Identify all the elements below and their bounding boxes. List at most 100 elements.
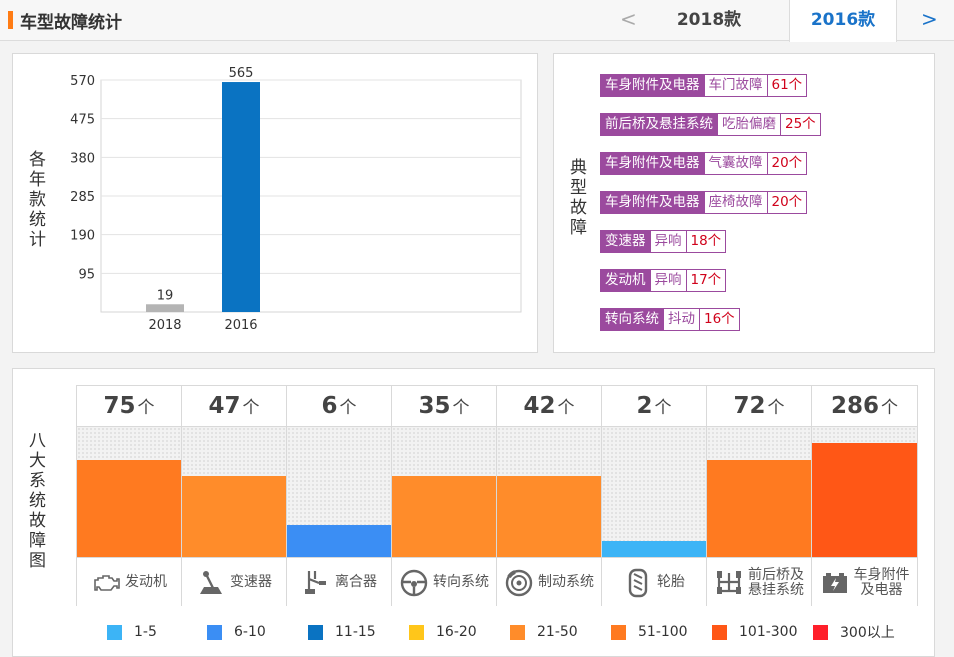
gear-shifter-icon [196,568,226,598]
y-tick-label: 285 [70,190,95,205]
year-bar-chart: 95 190 285 380 475 570 19 2018 565 2016 [70,66,522,333]
fault-item[interactable]: 变速器 异响 18个 [600,230,727,253]
system-bar [812,442,917,557]
y-tick-label: 380 [70,151,95,166]
system-count: 72 个 [707,386,811,427]
system-grid: 75 个发动机 47 个变速器 6 个离合器 35 个转向系统 42 个制动系统 2 个轮胎 72 个前后… [76,385,918,607]
x-tick-label: 2016 [224,318,257,333]
system-bar [707,459,811,557]
bar-2016[interactable] [222,82,260,312]
fault-count-tag: 20个 [766,191,808,214]
system-count-unit: 个 [654,398,672,418]
bar-value-label: 19 [157,288,174,303]
system-bar [287,524,391,557]
legend-label: 21-50 [537,624,578,640]
legend-swatch [107,624,122,640]
system-count-unit: 个 [767,398,785,418]
system-column[interactable]: 2 个轮胎 [602,385,707,607]
legend-swatch [409,624,424,640]
prev-arrow-button[interactable]: < [620,7,637,31]
system-name: 转向系统 [392,557,496,607]
system-name-label: 轮胎 [657,574,685,590]
bar-value-label: 565 [229,66,254,81]
battery-icon [820,568,850,598]
system-count-value: 286 [830,393,879,419]
legend-item: 1-5 [107,622,207,642]
system-count: 42 个 [497,386,601,427]
system-column[interactable]: 286 个车身附件 及电器 [812,385,918,607]
legend-label: 300以上 [840,625,895,641]
fault-item[interactable]: 发动机 异响 17个 [600,269,727,292]
legend-label: 101-300 [739,624,798,640]
system-count-value: 75 [103,393,136,419]
fault-count-tag: 25个 [780,113,821,136]
fault-item[interactable]: 车身附件及电器 车门故障 61个 [600,74,808,97]
legend-item: 16-20 [409,622,510,642]
tab-2016[interactable]: 2016款 [789,0,897,42]
system-name-label: 离合器 [335,574,377,590]
fault-item[interactable]: 前后桥及悬挂系统 吃胎偏磨 25个 [600,113,821,136]
legend-label: 6-10 [234,624,266,640]
system-count-unit: 个 [452,398,470,418]
system-name: 离合器 [287,557,391,607]
tab-2018[interactable]: 2018款 [676,10,742,30]
fault-type-tag: 车门故障 [704,74,767,97]
legend-label: 1-5 [134,624,157,640]
system-column[interactable]: 42 个制动系统 [497,385,602,607]
system-bar [77,459,181,557]
engine-icon [91,568,121,598]
system-count-value: 42 [523,393,556,419]
fault-count-tag: 16个 [699,308,740,331]
system-bar-track [497,427,601,557]
legend-item: 21-50 [510,622,611,642]
system-count-value: 47 [208,393,241,419]
fault-item[interactable]: 转向系统 抖动 16个 [600,308,740,331]
header-bar: 车型故障统计 < 2018款 2016款 > [0,0,954,42]
legend-swatch [308,624,323,640]
legend-label: 16-20 [436,624,477,640]
system-column[interactable]: 47 个变速器 [182,385,287,607]
steering-wheel-icon [399,568,429,598]
system-count-value: 72 [733,393,766,419]
fault-item[interactable]: 车身附件及电器 气囊故障 20个 [600,152,808,175]
eight-systems-panel: 八大系统故障图 75 个发动机 47 个变速器 6 个离合器 35 个转向系统 42 个制动系统 2… [12,368,935,657]
legend-swatch [813,624,828,640]
legend-item: 6-10 [207,622,308,642]
system-bar [602,541,706,557]
system-name-label: 变速器 [230,574,272,590]
system-name-label: 发动机 [125,574,167,590]
next-arrow-button[interactable]: > [921,7,938,31]
fault-category-tag: 前后桥及悬挂系统 [600,113,718,136]
typical-faults-panel: 典型故障 车身附件及电器 车门故障 61个 前后桥及悬挂系统 吃胎偏磨 25个 车身附件及电… [553,53,935,353]
fault-count-tag: 17个 [685,269,727,292]
system-count-unit: 个 [137,398,155,418]
system-name: 制动系统 [497,557,601,607]
fault-type-tag: 气囊故障 [704,152,767,175]
system-column[interactable]: 6 个离合器 [287,385,392,607]
system-column[interactable]: 75 个发动机 [77,385,182,607]
system-column[interactable]: 35 个转向系统 [392,385,497,607]
system-name: 发动机 [77,557,181,607]
system-bar-track [602,427,706,557]
legend-item: 300以上 [813,622,914,642]
year-chart-ylabel: 各年款统计 [29,150,46,250]
legend-item: 101-300 [712,622,813,642]
fault-item[interactable]: 车身附件及电器 座椅故障 20个 [600,191,808,214]
legend-label: 11-15 [335,624,376,640]
page-title: 车型故障统计 [20,13,122,33]
fault-category-tag: 车身附件及电器 [600,74,705,97]
system-name: 变速器 [182,557,286,607]
system-column[interactable]: 72 个前后桥及 悬挂系统 [707,385,812,607]
bar-2018[interactable] [146,304,184,312]
y-tick-label: 95 [78,267,95,282]
fault-category-tag: 车身附件及电器 [600,152,705,175]
system-name: 车身附件 及电器 [812,557,917,607]
title-accent-mark [8,11,13,29]
system-count-value: 2 [636,393,653,419]
system-bar-track [392,427,496,557]
legend-item: 51-100 [611,622,712,642]
system-bar-track [707,427,811,557]
legend-swatch [712,624,727,640]
fault-category-tag: 发动机 [600,269,651,292]
